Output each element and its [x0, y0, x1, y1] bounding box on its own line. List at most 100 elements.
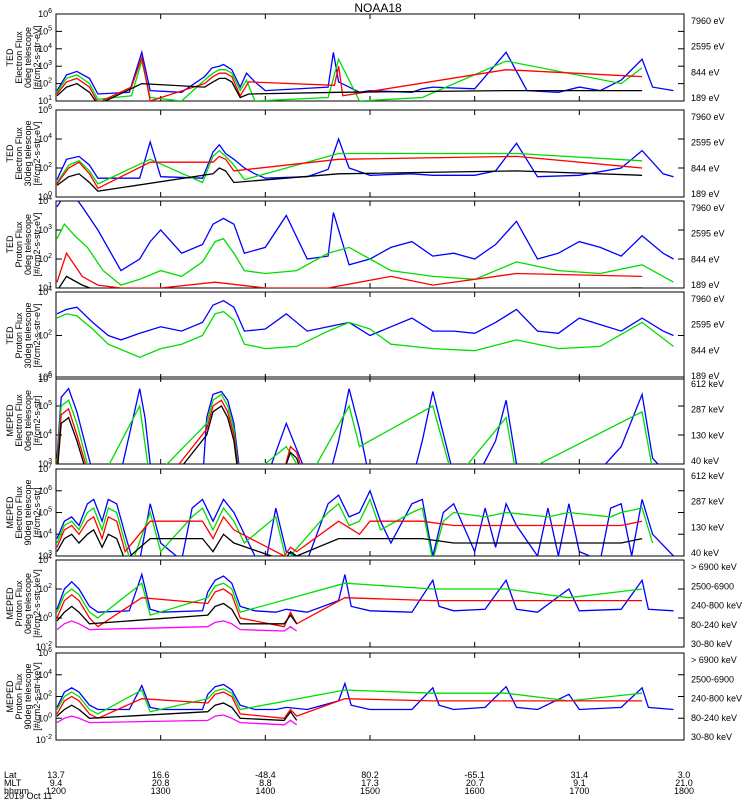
series-40-kev: [56, 489, 674, 556]
legend-item: 240-800 keV: [691, 694, 742, 704]
legend-item: 80-240 keV: [691, 620, 737, 630]
y-tick-label: 105: [38, 400, 52, 411]
chart-title: NOAA18: [354, 1, 402, 15]
series-612-kev: [56, 528, 643, 556]
panel-6: 103 104 105 106 107 MEPEDElectron Flux90deg t…: [5, 463, 724, 561]
series-7960-ev: [56, 167, 643, 192]
series-2595-ev: [56, 251, 643, 288]
y-tick-label: 103: [38, 60, 52, 71]
y-tick-label: 104: [38, 429, 52, 440]
panel-2: 100 102 104 106 TEDElectron Flux30deg telesc…: [5, 104, 725, 202]
legend-item: 189 eV: [691, 189, 720, 199]
legend-item: 30-80 keV: [691, 732, 732, 742]
series-group: [56, 681, 674, 726]
series-189-ev: [56, 201, 674, 272]
y-tick-label: 107: [38, 463, 52, 474]
legend-item: 844 eV: [691, 345, 720, 355]
y-tick-label: 103: [38, 458, 52, 469]
y-tick-label: 104: [38, 195, 52, 206]
x-tick-mlt: 20.7: [466, 778, 484, 788]
legend-item: 844 eV: [691, 254, 720, 264]
series-80-240-kev: [56, 688, 643, 715]
series-189-ev: [56, 299, 674, 341]
y-tick-label: 102: [38, 162, 52, 173]
series-6900-kev: [56, 714, 298, 726]
y-tick-label: 104: [38, 554, 52, 565]
x-row-label: hhmm: [4, 786, 29, 796]
legend-item: 40 keV: [691, 456, 719, 466]
y-tick-label: 101: [38, 282, 52, 293]
legend-item: 7960 eV: [691, 112, 725, 122]
x-tick-lat: 3.0: [678, 770, 691, 780]
legend-item: 844 eV: [691, 67, 720, 77]
series-group: [56, 489, 674, 556]
date-label: 2019 Oct 11: [4, 791, 52, 800]
series-287-kev: [56, 515, 643, 556]
y-tick-label: 102: [38, 78, 52, 89]
y-axis-label: MEPEDProton Flux90deg telescope[#/cm2-s-…: [5, 662, 42, 731]
series-6900-kev: [56, 620, 298, 632]
x-tick-hhmm: 1600: [465, 786, 485, 796]
plot-frame: [55, 376, 685, 465]
y-tick-label: 106: [38, 8, 52, 19]
y-tick-label: 104: [38, 528, 52, 539]
y-axis-label: TEDProton Flux30deg telescope[#/cm2-s-st…: [5, 302, 42, 368]
legend-item: 189 eV: [691, 93, 720, 103]
legend-item: 2595 eV: [691, 42, 725, 52]
x-tick-hhmm: 1400: [255, 786, 275, 796]
y-tick-label: 104: [38, 669, 52, 680]
series-2500-6900: [56, 602, 298, 625]
panel-7: 10-2 100 102 104 MEPEDProton Flux0deg telesc…: [5, 554, 742, 652]
series-30-80-kev: [56, 681, 674, 711]
x-tick-hhmm: 1300: [151, 786, 171, 796]
x-tick-mlt: 21.0: [675, 778, 693, 788]
series-group: [56, 201, 674, 288]
y-tick-label: 100: [38, 712, 52, 723]
x-tick-lat: 16.6: [152, 770, 170, 780]
x-tick-hhmm: 1200: [46, 786, 66, 796]
legend-item: 30-80 keV: [691, 639, 732, 649]
x-tick-mlt: 9.4: [50, 778, 63, 788]
series-group: [56, 137, 674, 192]
x-tick-lat: -65.1: [464, 770, 485, 780]
series-844-ev: [56, 310, 674, 359]
legend-item: 287 keV: [691, 497, 724, 507]
panel-4: 100 102 104 TEDProton Flux30deg telescope[#…: [5, 286, 725, 384]
series-7960-ev: [56, 77, 643, 101]
x-tick-lat: 31.4: [571, 770, 589, 780]
y-tick-label: 100: [38, 612, 52, 623]
y-tick-label: 106: [38, 104, 52, 115]
legend-item: 130 keV: [691, 430, 724, 440]
series-844-ev: [56, 57, 643, 101]
y-axis-label: MEPEDProton Flux0deg telescope[#/cm2-s-s…: [5, 569, 42, 638]
x-tick-hhmm: 1800: [674, 786, 694, 796]
y-axis-label: MEPEDElectron Flux0deg telescope[#/cm2-s…: [5, 390, 42, 451]
series-7960-ev: [58, 275, 643, 288]
y-tick-label: 102: [38, 253, 52, 264]
x-row-label: MLT: [4, 778, 22, 788]
x-tick-hhmm: 1500: [360, 786, 380, 796]
legend-item: 80-240 keV: [691, 713, 737, 723]
y-tick-label: 10-2: [36, 734, 52, 745]
x-tick-lat: 80.2: [361, 770, 379, 780]
series-240-800-kev: [56, 691, 643, 720]
x-tick-mlt: 17.3: [361, 778, 379, 788]
legend-item: 130 keV: [691, 522, 724, 532]
y-tick-label: 100: [38, 373, 52, 384]
y-tick-label: 104: [38, 133, 52, 144]
legend-item: 844 eV: [691, 163, 720, 173]
series-240-800-kev: [56, 588, 643, 628]
legend-item: 7960 eV: [691, 203, 725, 213]
x-tick-mlt: 20.8: [152, 778, 170, 788]
x-row-label: Lat: [4, 770, 17, 780]
x-tick-lat: 13.7: [47, 770, 65, 780]
x-tick-lat: -48.4: [255, 770, 276, 780]
y-tick-label: 10-2: [36, 641, 52, 652]
series-612-kev: [57, 405, 300, 464]
panel-1: 101 102 103 104 105 106 TEDElectron Flux0deg t…: [5, 8, 725, 106]
series-844-ev: [56, 223, 674, 286]
panel-3: 101 102 103 104 TEDProton Flux0deg telescope…: [5, 195, 725, 293]
